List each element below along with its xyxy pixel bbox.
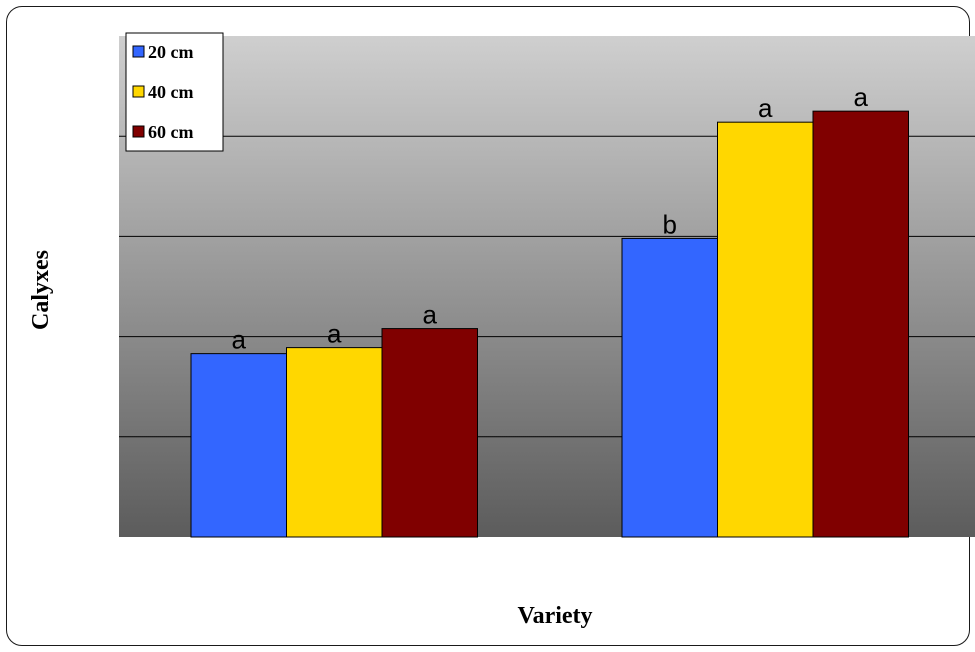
- bar-60-cm-group-1: [381, 328, 478, 538]
- legend-swatch: [132, 125, 145, 138]
- legend: 20 cm 40 cm 60 cm: [125, 32, 224, 152]
- legend-swatch: [132, 85, 145, 98]
- bar-20-cm-group-2: [621, 237, 718, 538]
- bars: [190, 110, 909, 538]
- bar-labels: a a a b a a: [232, 82, 869, 354]
- bar-label: b: [663, 209, 677, 239]
- legend-label: 60 cm: [148, 122, 193, 142]
- legend-swatch: [132, 45, 145, 58]
- y-axis-label: Calyxes: [28, 250, 54, 330]
- bar-label: a: [327, 319, 342, 349]
- bar-40-cm-group-2: [717, 121, 814, 538]
- legend-label: 40 cm: [148, 82, 193, 102]
- x-axis-label: Variety: [517, 603, 592, 629]
- legend-label: 20 cm: [148, 42, 193, 62]
- bar-20-cm-group-1: [190, 353, 287, 538]
- bar-label: a: [423, 300, 438, 330]
- bar-label: a: [854, 82, 869, 112]
- bar-label: a: [232, 325, 247, 355]
- bar-60-cm-group-2: [812, 110, 909, 538]
- bar-label: a: [758, 93, 773, 123]
- bar-40-cm-group-1: [286, 347, 383, 538]
